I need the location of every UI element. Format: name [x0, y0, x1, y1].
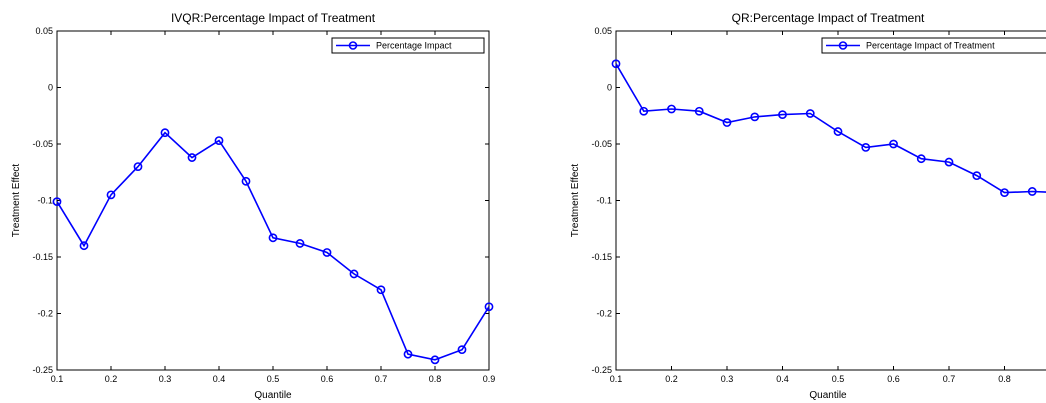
qr-data-point [694, 106, 704, 116]
ivqr-y-tick-label: -0.2 [37, 309, 53, 319]
ivqr-y-tick-label: -0.05 [32, 139, 53, 149]
qr-data-point [944, 157, 954, 167]
qr-data-point [639, 106, 649, 116]
qr-chart-title: QR:Percentage Impact of Treatment [732, 11, 925, 25]
ivqr-data-point [349, 269, 359, 279]
qr-series-line [615, 63, 1046, 194]
qr-x-tick-label: 0.3 [721, 374, 734, 384]
ivqr-y-tick-label: -0.1 [37, 196, 53, 206]
ivqr-data-point [133, 162, 143, 171]
qr-x-tick-label: 0.8 [998, 374, 1011, 384]
ivqr-x-tick-label: 0.7 [375, 374, 388, 384]
qr-data-point [972, 171, 982, 181]
ivqr-y-tick-label: -0.15 [32, 252, 53, 262]
ivqr-data-point [403, 349, 413, 359]
qr-data-point [667, 104, 676, 114]
qr-legend-box [821, 37, 1046, 54]
ivqr-axis-ticks: 0.1 0.2 0.3 0.4 0.5 0.6 0.7 0.8 0.9 0.05 0 -0.05 -0.… [32, 26, 495, 384]
ivqr-data-point [52, 197, 62, 207]
qr-legend-label: Percentage Impact of Treatment [866, 41, 995, 51]
ivqr-x-tick-label: 0.4 [213, 374, 226, 384]
qr-x-tick-label: 0.5 [832, 374, 845, 384]
ivqr-legend-marker [348, 41, 358, 50]
ivqr-data-point [187, 153, 197, 162]
qr-y-tick-label: -0.25 [591, 365, 612, 375]
ivqr-x-tick-label: 0.2 [105, 374, 118, 384]
ivqr-data-point [322, 248, 332, 257]
qr-y-tick-label: 0.05 [594, 26, 612, 36]
ivqr-data-point [295, 239, 305, 248]
ivqr-data-point [484, 302, 494, 312]
qr-series [611, 59, 1046, 197]
qr-x-axis-label: Quantile [809, 390, 847, 401]
ivqr-data-point [430, 355, 440, 365]
ivqr-x-tick-label: 0.5 [267, 374, 280, 384]
qr-x-tick-label: 0.2 [665, 374, 678, 384]
ivqr-data-point [214, 136, 224, 146]
qr-data-point [778, 110, 787, 120]
qr-data-point [722, 118, 732, 127]
ivqr-data-point [241, 176, 251, 186]
qr-data-point [889, 139, 898, 149]
qr-y-tick-label: 0 [607, 83, 612, 93]
ivqr-legend-box [331, 37, 485, 54]
qr-x-tick-label: 0.6 [887, 374, 900, 384]
ivqr-x-tick-label: 0.6 [321, 374, 334, 384]
ivqr-y-tick-label: 0 [48, 83, 53, 93]
ivqr-y-axis-label: Treatment Effect [11, 164, 22, 238]
qr-data-point [805, 109, 815, 118]
ivqr-data-point [457, 345, 467, 355]
ivqr-legend: Percentage Impact [331, 37, 485, 54]
qr-chart-panel: QR:Percentage Impact of Treatment Quanti… [570, 11, 1046, 401]
ivqr-y-tick-label: -0.25 [32, 365, 53, 375]
qr-data-point [1000, 188, 1009, 197]
qr-x-tick-label: 0.7 [943, 374, 956, 384]
qr-plot-area [615, 30, 1046, 371]
qr-y-tick-label: -0.1 [596, 196, 612, 206]
ivqr-chart-title: IVQR:Percentage Impact of Treatment [171, 11, 376, 25]
ivqr-x-tick-label: 0.9 [483, 374, 496, 384]
ivqr-x-tick-label: 0.8 [429, 374, 442, 384]
qr-legend-marker [838, 41, 848, 50]
ivqr-data-point [79, 241, 89, 251]
qr-data-point [861, 142, 871, 152]
qr-y-axis-label: Treatment Effect [570, 164, 581, 238]
qr-y-tick-label: -0.2 [596, 309, 612, 319]
qr-data-point [611, 59, 621, 69]
qr-x-tick-label: 0.1 [610, 374, 623, 384]
ivqr-x-axis-label: Quantile [254, 390, 292, 401]
qr-legend: Percentage Impact of Treatment [821, 37, 1046, 54]
ivqr-data-point [268, 233, 278, 243]
qr-data-point [1027, 187, 1037, 196]
ivqr-y-tick-label: 0.05 [35, 26, 53, 36]
qr-data-point [750, 112, 760, 122]
qr-y-tick-label: -0.05 [591, 139, 612, 149]
ivqr-data-point [376, 285, 386, 295]
ivqr-x-tick-label: 0.3 [159, 374, 172, 384]
ivqr-series [52, 128, 494, 365]
ivqr-series-line [56, 131, 490, 361]
ivqr-chart-panel: IVQR:Percentage Impact of Treatment Quan… [11, 11, 495, 401]
ivqr-data-point [106, 190, 116, 200]
qr-data-point [916, 154, 926, 164]
ivqr-data-point [160, 128, 170, 138]
ivqr-x-tick-label: 0.1 [51, 374, 64, 384]
ivqr-plot-area [56, 30, 490, 371]
qr-data-point [833, 127, 843, 136]
qr-axis-ticks: 0.10.20.30.40.50.60.70.800.050-0.05-0.1-… [591, 26, 1011, 384]
qr-y-tick-label: -0.15 [591, 252, 612, 262]
qr-x-tick-label: 0.4 [776, 374, 789, 384]
ivqr-legend-label: Percentage Impact [376, 41, 452, 51]
